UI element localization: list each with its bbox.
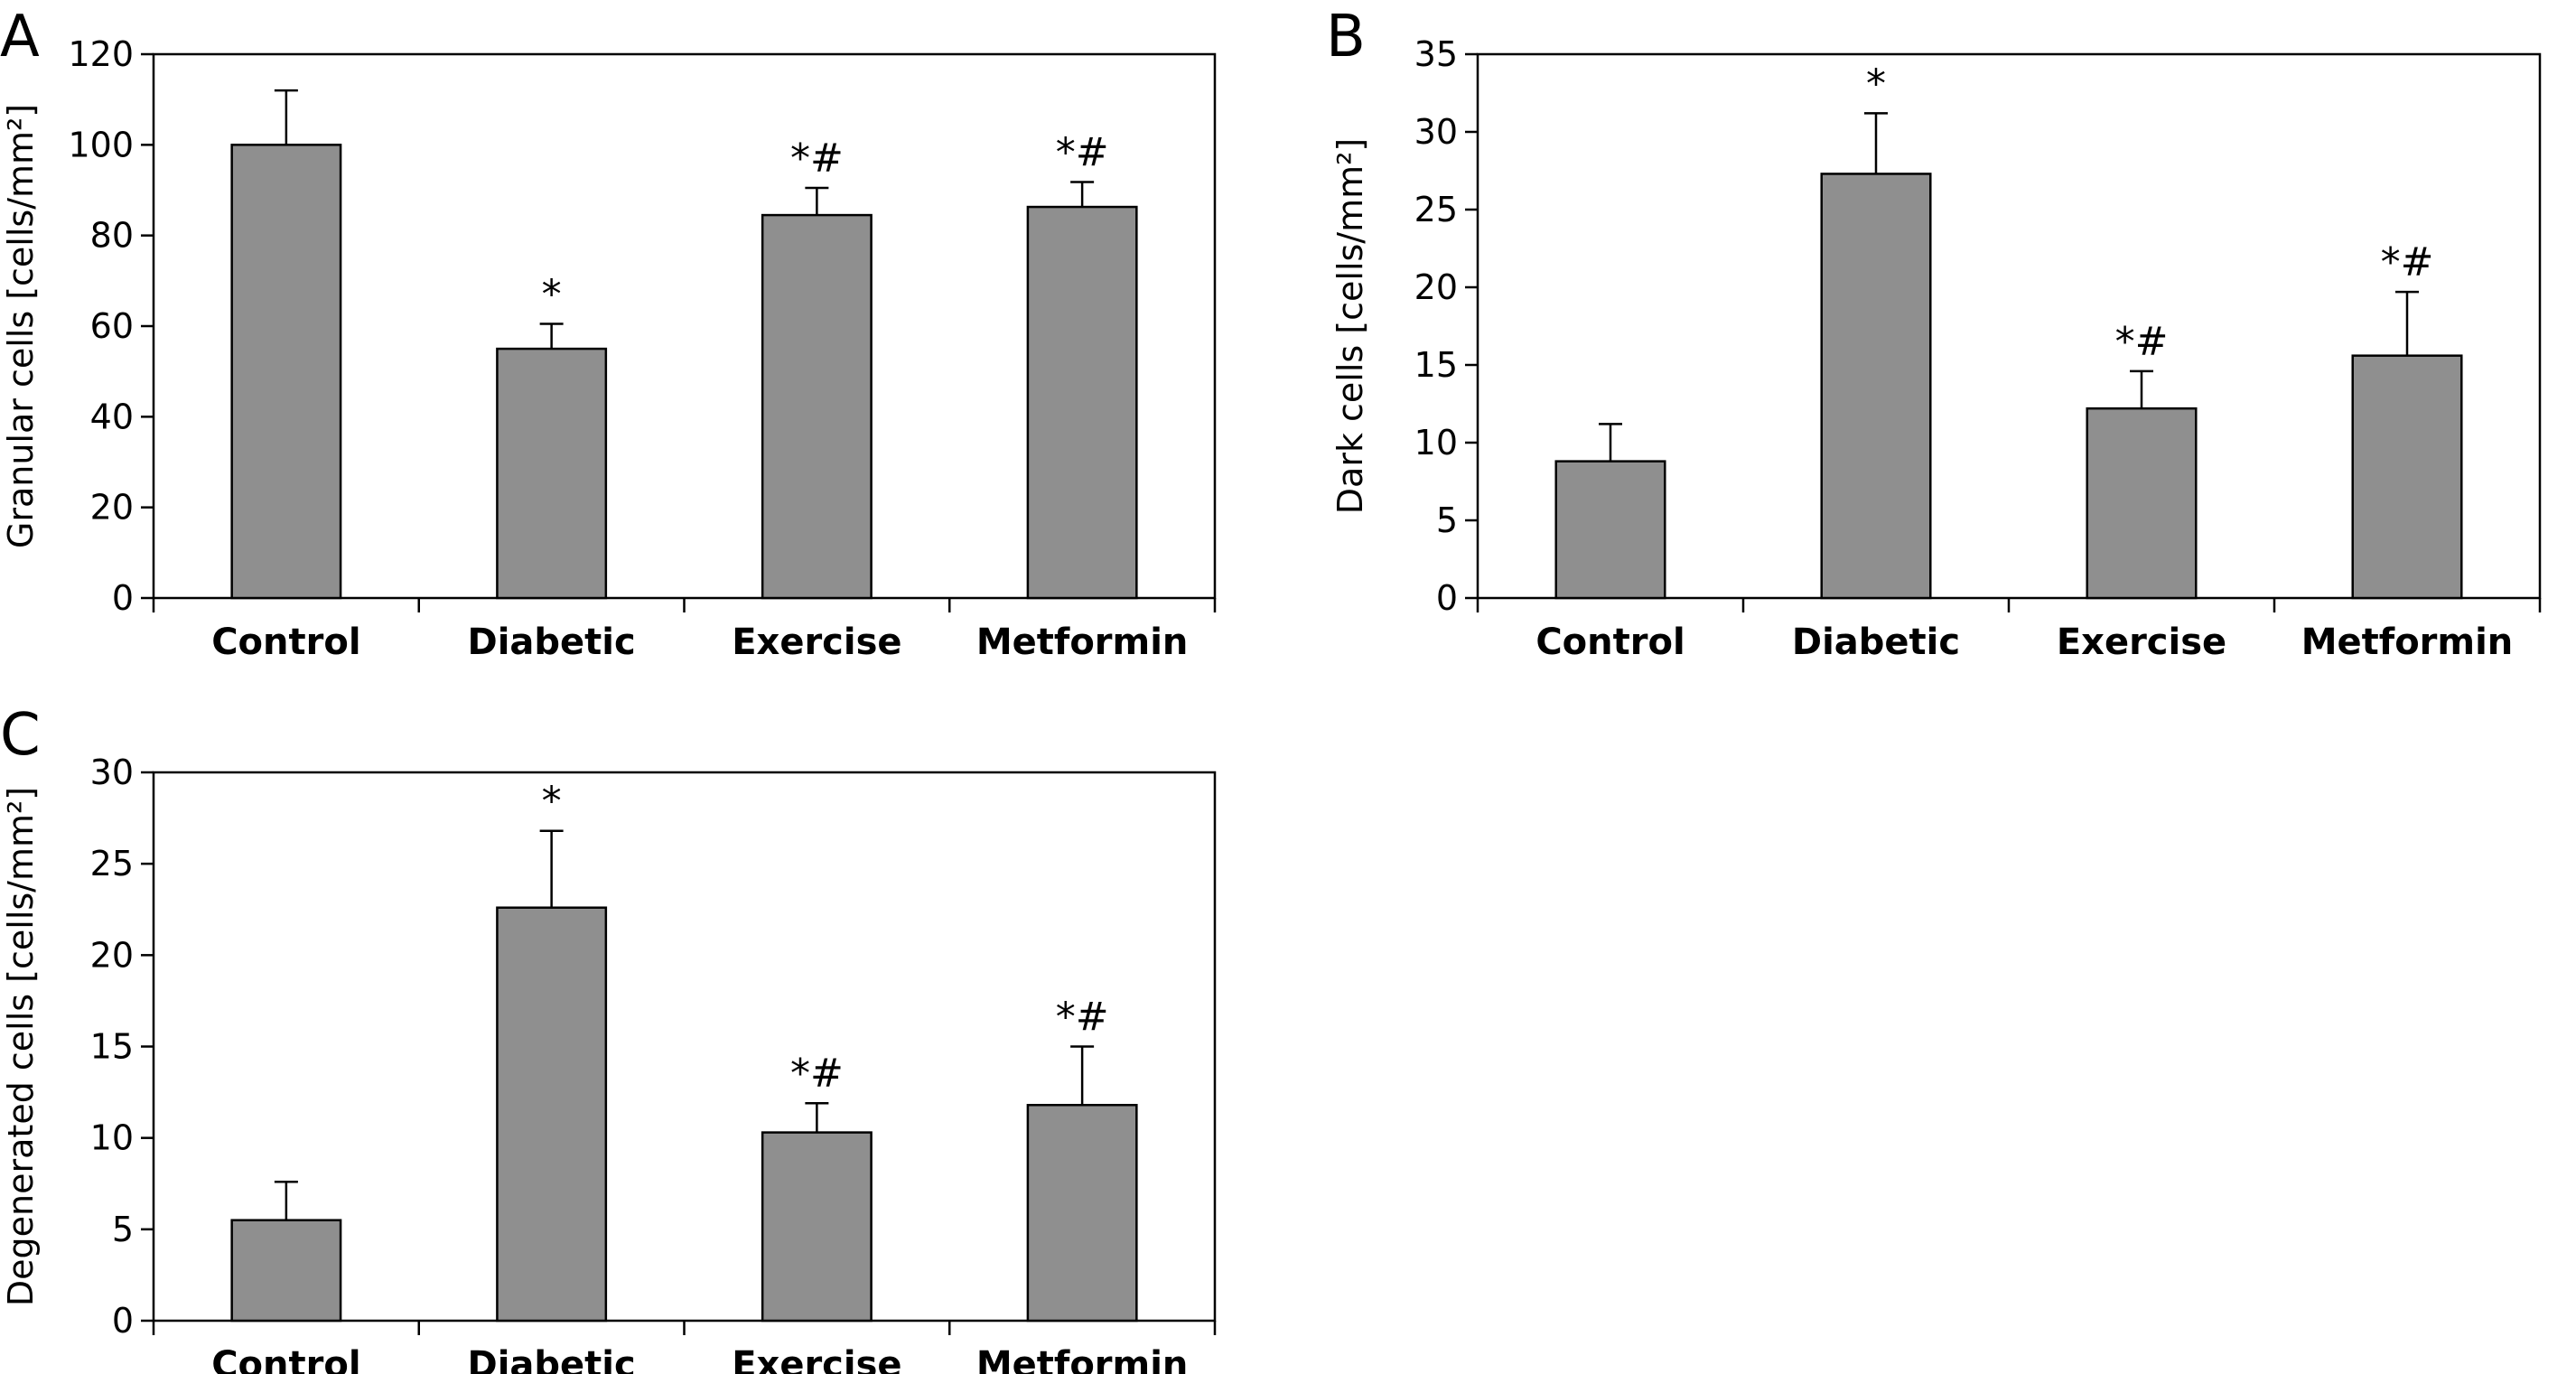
bar — [2086, 407, 2198, 600]
category-label: Diabetic — [468, 622, 636, 663]
bar — [1820, 173, 1932, 600]
significance-label: *# — [1056, 129, 1109, 175]
y-tick-label: 20 — [90, 935, 134, 975]
bar — [761, 213, 873, 600]
y-axis-label: Granular cells [cells/mm²] — [1, 104, 41, 548]
category-label: Metformin — [2301, 622, 2514, 663]
y-tick-label: 30 — [90, 752, 134, 792]
panel-letter: C — [0, 702, 41, 769]
category-label: Control — [211, 1344, 360, 1374]
y-tick-label: 15 — [1414, 345, 1458, 385]
bar — [496, 906, 608, 1323]
chart-panel-a: A 0 20 40 60 80 100 120 Granular cells [cells/mm… — [0, 4, 1217, 663]
y-tick-label: 15 — [90, 1027, 134, 1067]
significance-label: *# — [2381, 239, 2434, 285]
y-tick-label: 5 — [1436, 500, 1458, 540]
category-label: Diabetic — [468, 1344, 636, 1374]
y-tick-label: 100 — [68, 125, 134, 164]
y-tick-label: 120 — [68, 34, 134, 74]
category-label: Diabetic — [1792, 622, 1960, 663]
bar — [496, 347, 608, 600]
category-label: Metformin — [976, 1344, 1189, 1374]
significance-label: *# — [1056, 995, 1109, 1041]
category-label: Metformin — [976, 622, 1189, 663]
y-tick-label: 0 — [112, 578, 134, 618]
significance-label: *# — [2115, 319, 2169, 365]
y-tick-label: 25 — [90, 844, 134, 883]
category-label: Control — [211, 622, 360, 663]
bar — [1554, 460, 1666, 600]
significance-label: *# — [790, 1051, 844, 1097]
y-tick-label: 30 — [1414, 112, 1458, 152]
category-label: Control — [1535, 622, 1685, 663]
bar — [761, 1131, 873, 1323]
panel-letter: A — [0, 4, 40, 70]
y-tick-label: 20 — [1414, 267, 1458, 307]
y-tick-label: 20 — [90, 488, 134, 528]
bar — [2351, 354, 2463, 600]
y-tick-label: 10 — [1414, 423, 1458, 463]
significance-label: * — [542, 271, 562, 317]
bar — [230, 144, 342, 600]
chart-panel-c: C 0 5 10 15 20 25 30 Degenerated cells [cells/mm… — [0, 702, 1217, 1374]
y-tick-label: 60 — [90, 306, 134, 346]
y-tick-label: 35 — [1414, 34, 1458, 74]
category-label: Exercise — [2057, 622, 2226, 663]
y-tick-label: 0 — [1436, 578, 1458, 618]
y-tick-label: 25 — [1414, 190, 1458, 229]
bar — [230, 1219, 342, 1323]
chart-panel-b: B 0 5 10 15 20 25 30 35 Dark cells [cells/mm²] Con… — [1326, 4, 2542, 663]
category-label: Exercise — [732, 622, 901, 663]
panel-letter: B — [1326, 4, 1366, 70]
y-tick-label: 10 — [90, 1118, 134, 1158]
category-label: Exercise — [732, 1344, 901, 1374]
significance-label: * — [542, 779, 562, 825]
significance-label: * — [1866, 61, 1886, 107]
y-tick-label: 40 — [90, 397, 134, 436]
y-tick-label: 0 — [112, 1301, 134, 1341]
bar — [1026, 1103, 1138, 1323]
y-tick-label: 80 — [90, 216, 134, 256]
y-axis-label: Dark cells [cells/mm²] — [1330, 138, 1370, 514]
y-axis-label: Degenerated cells [cells/mm²] — [1, 787, 41, 1306]
bar — [1026, 205, 1138, 600]
significance-label: *# — [790, 136, 844, 182]
y-tick-label: 5 — [112, 1210, 134, 1249]
